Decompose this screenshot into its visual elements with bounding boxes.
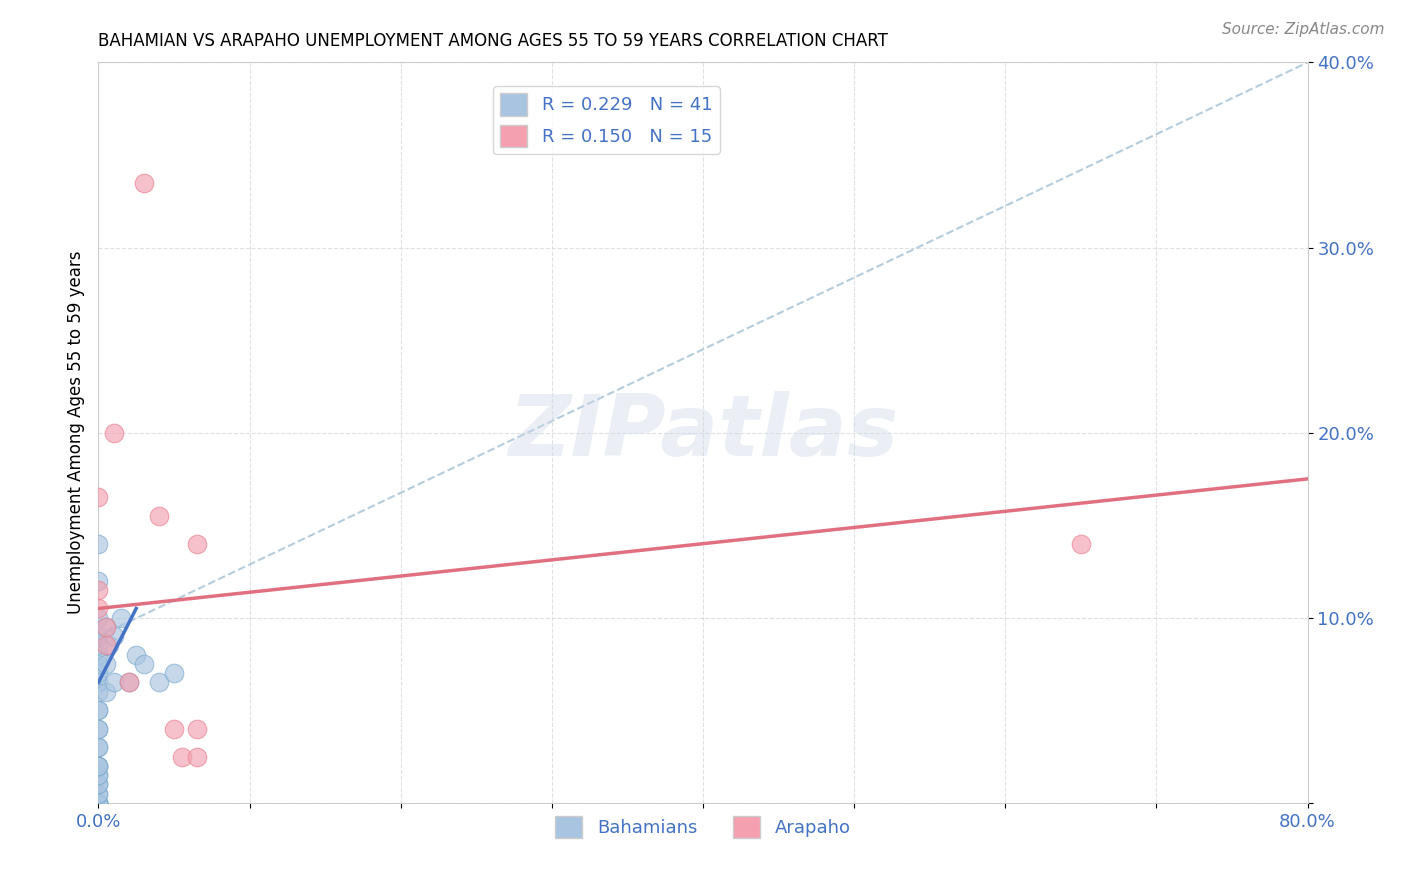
Point [87,536,110,550]
Point [87,601,110,615]
Point [132,176,155,190]
Text: BAHAMIAN VS ARAPAHO UNEMPLOYMENT AMONG AGES 55 TO 59 YEARS CORRELATION CHART: BAHAMIAN VS ARAPAHO UNEMPLOYMENT AMONG A… [98,32,889,50]
Point [1070,536,1092,550]
Y-axis label: Unemployment Among Ages 55 to 59 years: Unemployment Among Ages 55 to 59 years [66,251,84,615]
Point [87,740,110,755]
Point [163,722,186,736]
Point [87,685,110,699]
Point [87,796,110,810]
Point [87,777,110,791]
Point [163,666,186,681]
Point [118,675,141,690]
Point [87,722,110,736]
Point [87,491,110,505]
Point [87,768,110,782]
Text: ZIPatlas: ZIPatlas [508,391,898,475]
Point [87,610,110,624]
Point [87,722,110,736]
Point [87,787,110,801]
Point [132,657,155,671]
Point [87,639,110,653]
Point [87,675,110,690]
Point [186,749,208,764]
Point [87,796,110,810]
Point [87,758,110,772]
Point [170,749,193,764]
Legend: Bahamians, Arapaho: Bahamians, Arapaho [548,809,858,846]
Point [87,796,110,810]
Point [94,685,117,699]
Point [94,657,117,671]
Point [87,758,110,772]
Point [87,582,110,597]
Point [87,796,110,810]
Point [87,740,110,755]
Point [148,508,170,523]
Point [87,648,110,662]
Point [94,639,117,653]
Point [94,620,117,634]
Point [118,675,141,690]
Point [186,722,208,736]
Point [87,787,110,801]
Point [87,758,110,772]
Point [87,657,110,671]
Point [87,574,110,588]
Point [87,703,110,717]
Point [186,536,208,550]
Point [94,620,117,634]
Point [103,675,125,690]
Point [87,777,110,791]
Point [103,629,125,643]
Point [87,666,110,681]
Text: Source: ZipAtlas.com: Source: ZipAtlas.com [1222,22,1385,37]
Point [148,675,170,690]
Point [103,425,125,440]
Point [87,703,110,717]
Point [87,629,110,643]
Point [98,639,121,653]
Point [87,768,110,782]
Point [125,648,148,662]
Point [110,610,132,624]
